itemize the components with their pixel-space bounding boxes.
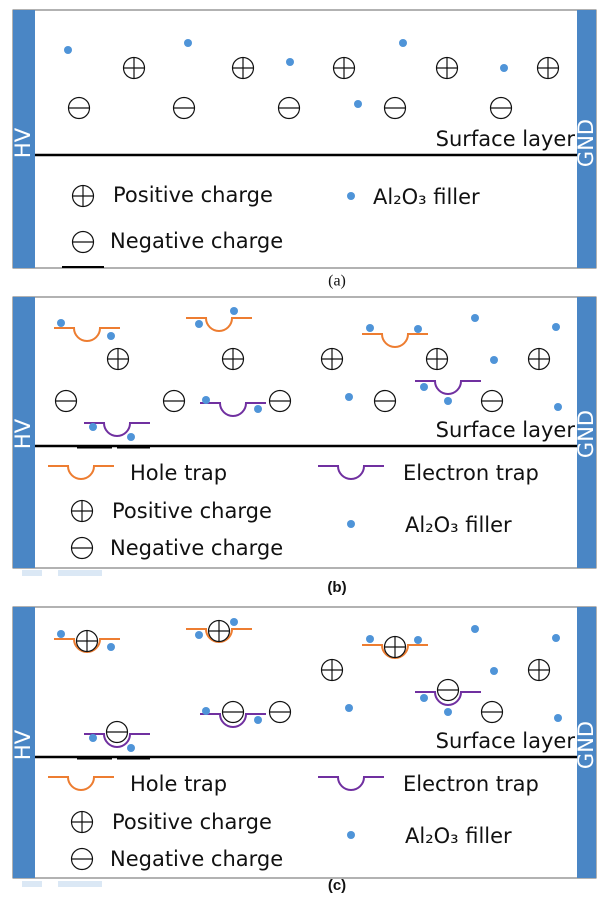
filler-particle xyxy=(399,39,407,47)
faint-mark xyxy=(22,881,42,887)
legend-text: Hole trap xyxy=(130,461,227,485)
gnd-label: GND xyxy=(574,410,598,458)
gnd-label: GND xyxy=(574,119,598,167)
caption: (a) xyxy=(328,273,346,290)
filler-particle xyxy=(490,356,498,364)
legend-text: Electron trap xyxy=(403,461,539,485)
filler-particle xyxy=(420,694,428,702)
filler-particle xyxy=(57,630,65,638)
caption: (b) xyxy=(327,579,346,596)
filler-particle xyxy=(554,403,562,411)
surface-label: Surface layer xyxy=(436,729,576,753)
filler-particle xyxy=(202,396,210,404)
legend-text: Electron trap xyxy=(403,772,539,796)
faint-mark xyxy=(22,570,42,576)
filler-particle xyxy=(354,100,362,108)
hv-label: HV xyxy=(11,729,35,760)
surface-label: Surface layer xyxy=(436,127,576,151)
legend-text: Al₂O₃ filler xyxy=(405,513,512,537)
filler-particle xyxy=(230,618,238,626)
diagram: HVGNDSurface layer(a)HVGNDSurface layer(… xyxy=(0,0,601,900)
filler-particle xyxy=(89,734,97,742)
filler-particle xyxy=(64,46,72,54)
filler-particle xyxy=(500,64,508,72)
filler-particle xyxy=(471,314,479,322)
filler-particle xyxy=(230,307,238,315)
filler-particle xyxy=(414,325,422,333)
filler-particle xyxy=(89,423,97,431)
filler-particle xyxy=(552,634,560,642)
filler-particle xyxy=(195,320,203,328)
filler-particle xyxy=(347,520,355,528)
legend-text: Al₂O₃ filler xyxy=(373,185,480,209)
filler-particle xyxy=(202,707,210,715)
faint-mark xyxy=(58,570,102,576)
filler-particle xyxy=(107,643,115,651)
legend-text: Positive charge xyxy=(112,810,272,834)
filler-particle xyxy=(286,58,294,66)
filler-particle xyxy=(366,324,374,332)
filler-particle xyxy=(107,332,115,340)
surface-label: Surface layer xyxy=(436,418,576,442)
filler-particle xyxy=(414,636,422,644)
filler-particle xyxy=(184,39,192,47)
filler-particle xyxy=(57,319,65,327)
hv-label: HV xyxy=(11,418,35,449)
filler-particle xyxy=(552,323,560,331)
filler-particle xyxy=(254,405,262,413)
hv-label: HV xyxy=(11,127,35,158)
legend-text: Al₂O₃ filler xyxy=(405,824,512,848)
legend-text: Hole trap xyxy=(130,772,227,796)
filler-particle xyxy=(366,635,374,643)
legend-text: Positive charge xyxy=(112,499,272,523)
filler-particle xyxy=(345,393,353,401)
filler-particle xyxy=(420,383,428,391)
filler-particle xyxy=(195,631,203,639)
filler-particle xyxy=(554,714,562,722)
gnd-label: GND xyxy=(574,721,598,769)
legend-text: Positive charge xyxy=(113,183,273,207)
filler-particle xyxy=(444,397,452,405)
filler-particle xyxy=(444,708,452,716)
legend-text: Negative charge xyxy=(110,536,283,560)
caption: (c) xyxy=(328,877,346,894)
filler-particle xyxy=(347,831,355,839)
filler-particle xyxy=(347,192,355,200)
legend-text: Negative charge xyxy=(110,847,283,871)
faint-mark xyxy=(58,881,102,887)
filler-particle xyxy=(490,667,498,675)
filler-particle xyxy=(127,744,135,752)
filler-particle xyxy=(471,625,479,633)
filler-particle xyxy=(345,704,353,712)
filler-particle xyxy=(254,716,262,724)
legend-text: Negative charge xyxy=(110,229,283,253)
filler-particle xyxy=(127,433,135,441)
